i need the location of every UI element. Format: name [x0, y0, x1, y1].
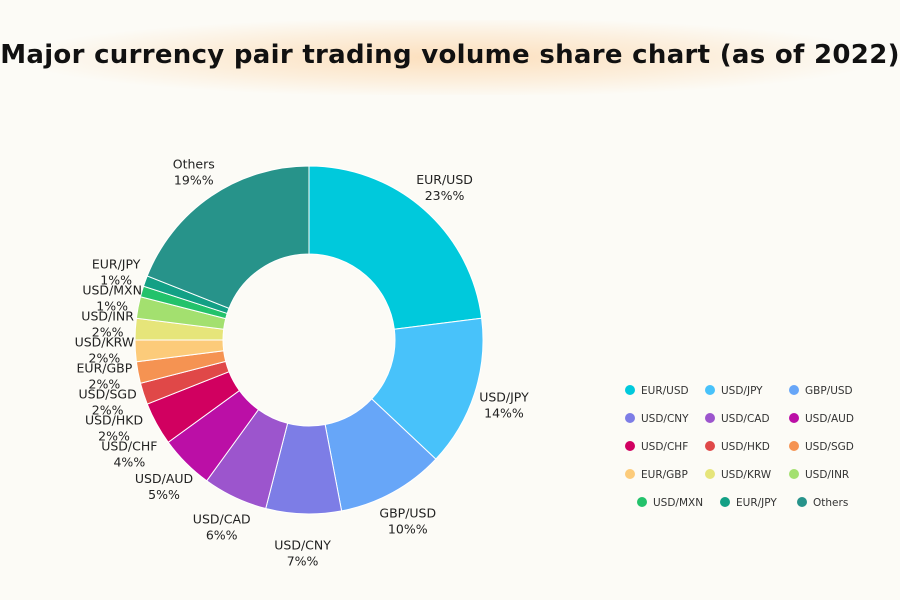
legend-marker-usd-jpy — [705, 385, 715, 395]
legend-marker-usd-inr — [789, 469, 799, 479]
slice-value-usd-cad: 6%% — [206, 527, 238, 542]
slice-others — [146, 165, 310, 309]
legend-marker-eur-gbp — [625, 469, 635, 479]
slice-value-usd-jpy: 14%% — [484, 405, 524, 420]
legend-marker-usd-chf — [625, 441, 635, 451]
slice-value-usd-krw: 2%% — [89, 351, 121, 366]
slice-eur-usd — [308, 165, 483, 330]
slice-value-usd-chf: 4%% — [113, 455, 145, 470]
slice-label-usd-aud: USD/AUD — [135, 471, 193, 486]
legend-marker-usd-cad — [705, 413, 715, 423]
legend-label-usd-inr[interactable]: USD/INR — [805, 469, 849, 481]
slice-label-usd-chf: USD/CHF — [101, 439, 157, 454]
legend-marker-usd-sgd — [789, 441, 799, 451]
legend-label-usd-aud[interactable]: USD/AUD — [805, 413, 854, 425]
legend-marker-gbp-usd — [789, 385, 799, 395]
legend-label-eur-gbp[interactable]: EUR/GBP — [641, 469, 688, 481]
slice-value-eur-jpy: 1%% — [100, 273, 132, 288]
legend-label-usd-krw[interactable]: USD/KRW — [721, 469, 772, 481]
chart-title: Major currency pair trading volume share… — [0, 40, 900, 70]
slice-value-gbp-usd: 10%% — [388, 522, 428, 537]
legend-label-usd-hkd[interactable]: USD/HKD — [721, 441, 770, 453]
slice-label-usd-sgd: USD/SGD — [79, 387, 137, 402]
slice-label-usd-jpy: USD/JPY — [479, 389, 529, 404]
slice-value-usd-hkd: 2%% — [98, 429, 130, 444]
slice-label-usd-inr: USD/INR — [81, 309, 134, 324]
legend-marker-usd-cny — [625, 413, 635, 423]
slice-label-usd-mxn: USD/MXN — [82, 283, 142, 298]
legend-marker-usd-krw — [705, 469, 715, 479]
slice-label-usd-krw: USD/KRW — [75, 335, 135, 350]
slice-value-usd-inr: 2%% — [92, 325, 124, 340]
legend-label-others[interactable]: Others — [813, 497, 848, 509]
slice-value-usd-aud: 5%% — [148, 487, 180, 502]
legend: EUR/USD USD/JPY GBP/USD USD/CNY USD/CAD USD/A… — [625, 385, 854, 509]
slice-label-eur-jpy: EUR/JPY — [92, 257, 141, 272]
legend-marker-usd-aud — [789, 413, 799, 423]
legend-label-usd-mxn[interactable]: USD/MXN — [653, 497, 703, 509]
slice-value-usd-sgd: 2%% — [92, 403, 124, 418]
slice-value-usd-cny: 7%% — [287, 553, 319, 568]
legend-label-gbp-usd[interactable]: GBP/USD — [805, 385, 853, 397]
slice-value-eur-gbp: 2%% — [89, 377, 121, 392]
legend-marker-eur-jpy — [720, 497, 730, 507]
legend-marker-eur-usd — [625, 385, 635, 395]
donut-slices — [134, 165, 484, 515]
title-highlight — [40, 20, 860, 95]
slice-label-eur-gbp: EUR/GBP — [77, 361, 133, 376]
slice-label-usd-cad: USD/CAD — [193, 511, 251, 526]
legend-label-usd-jpy[interactable]: USD/JPY — [721, 385, 763, 397]
slice-value-usd-mxn: 1%% — [96, 299, 128, 314]
legend-label-usd-cny[interactable]: USD/CNY — [641, 413, 689, 425]
slice-value-eur-usd: 23%% — [425, 188, 465, 203]
slice-label-gbp-usd: GBP/USD — [379, 506, 436, 521]
legend-label-usd-cad[interactable]: USD/CAD — [721, 413, 770, 425]
slice-label-usd-hkd: USD/HKD — [85, 413, 143, 428]
legend-marker-usd-mxn — [637, 497, 647, 507]
legend-marker-usd-hkd — [705, 441, 715, 451]
slice-value-others: 19%% — [174, 172, 214, 187]
legend-label-eur-jpy[interactable]: EUR/JPY — [736, 497, 777, 509]
slice-label-usd-cny: USD/CNY — [274, 537, 331, 552]
legend-label-usd-chf[interactable]: USD/CHF — [641, 441, 688, 453]
slice-label-eur-usd: EUR/USD — [416, 172, 473, 187]
legend-label-usd-sgd[interactable]: USD/SGD — [805, 441, 854, 453]
legend-label-eur-usd[interactable]: EUR/USD — [641, 385, 689, 397]
legend-marker-others — [797, 497, 807, 507]
slice-label-others: Others — [173, 156, 215, 171]
